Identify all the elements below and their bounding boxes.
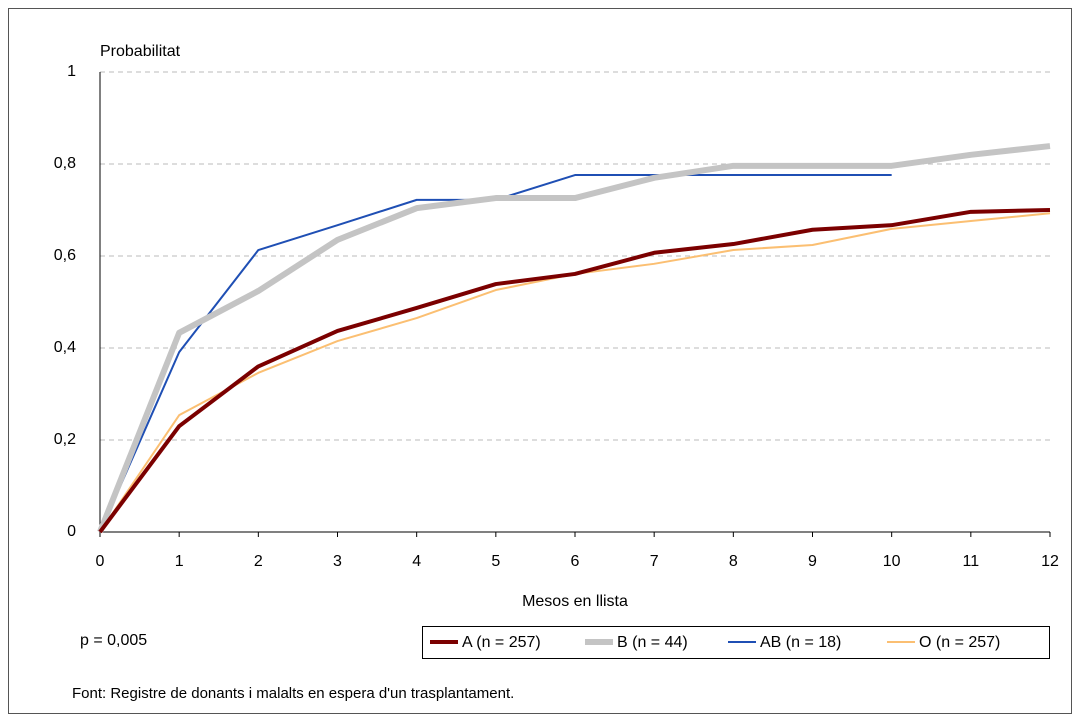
y-tick-label: 0,2 (54, 431, 76, 448)
legend-label: AB (n = 18) (760, 634, 841, 651)
y-tick-label: 0,6 (54, 247, 76, 264)
x-tick-label: 12 (1041, 553, 1059, 570)
y-tick-label: 1 (67, 63, 76, 80)
frame (8, 8, 1072, 714)
x-tick-label: 3 (333, 553, 342, 570)
legend-label: A (n = 257) (462, 634, 541, 651)
x-tick-label: 6 (571, 553, 580, 570)
y-tick-label: 0 (67, 523, 76, 540)
x-tick-label: 8 (729, 553, 738, 570)
y-tick-label: 0,4 (54, 339, 76, 356)
source-note: Font: Registre de donants i malalts en e… (72, 685, 514, 702)
series-line (98, 208, 1051, 534)
x-tick-label: 7 (650, 553, 659, 570)
annotation: p = 0,005 (80, 632, 147, 649)
x-tick-label: 5 (491, 553, 500, 570)
x-tick-label: 2 (254, 553, 263, 570)
x-tick-label: 10 (883, 553, 901, 570)
x-tick-label: 4 (412, 553, 421, 570)
x-tick-label: 0 (96, 553, 105, 570)
x-tick-label: 1 (175, 553, 184, 570)
x-axis-label: Mesos en llista (522, 593, 628, 610)
legend-label: O (n = 257) (919, 634, 1000, 651)
legend-label: B (n = 44) (617, 634, 688, 651)
y-tick-label: 0,8 (54, 155, 76, 172)
x-tick-label: 9 (808, 553, 817, 570)
x-tick-label: 11 (963, 553, 980, 570)
series-line (97, 143, 1051, 534)
y-axis-label: Probabilitat (100, 43, 181, 60)
